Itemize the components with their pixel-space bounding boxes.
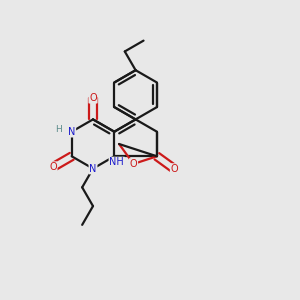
Text: N: N xyxy=(68,127,75,137)
Text: O: O xyxy=(130,159,137,169)
Text: NH: NH xyxy=(110,158,124,167)
Text: H: H xyxy=(55,125,62,134)
Text: O: O xyxy=(49,162,57,172)
Text: O: O xyxy=(89,93,97,103)
Text: N: N xyxy=(89,164,97,174)
Text: O: O xyxy=(171,164,178,174)
